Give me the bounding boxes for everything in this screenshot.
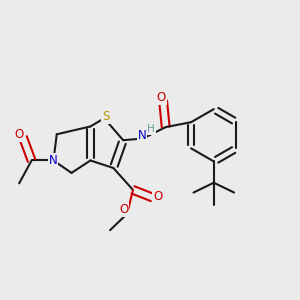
Text: N: N bbox=[49, 154, 57, 167]
Text: S: S bbox=[102, 110, 110, 123]
Text: O: O bbox=[157, 91, 166, 104]
Text: O: O bbox=[119, 203, 128, 216]
Text: N: N bbox=[138, 129, 146, 142]
Text: O: O bbox=[153, 190, 162, 203]
Text: O: O bbox=[14, 128, 24, 142]
Text: H: H bbox=[147, 124, 155, 134]
